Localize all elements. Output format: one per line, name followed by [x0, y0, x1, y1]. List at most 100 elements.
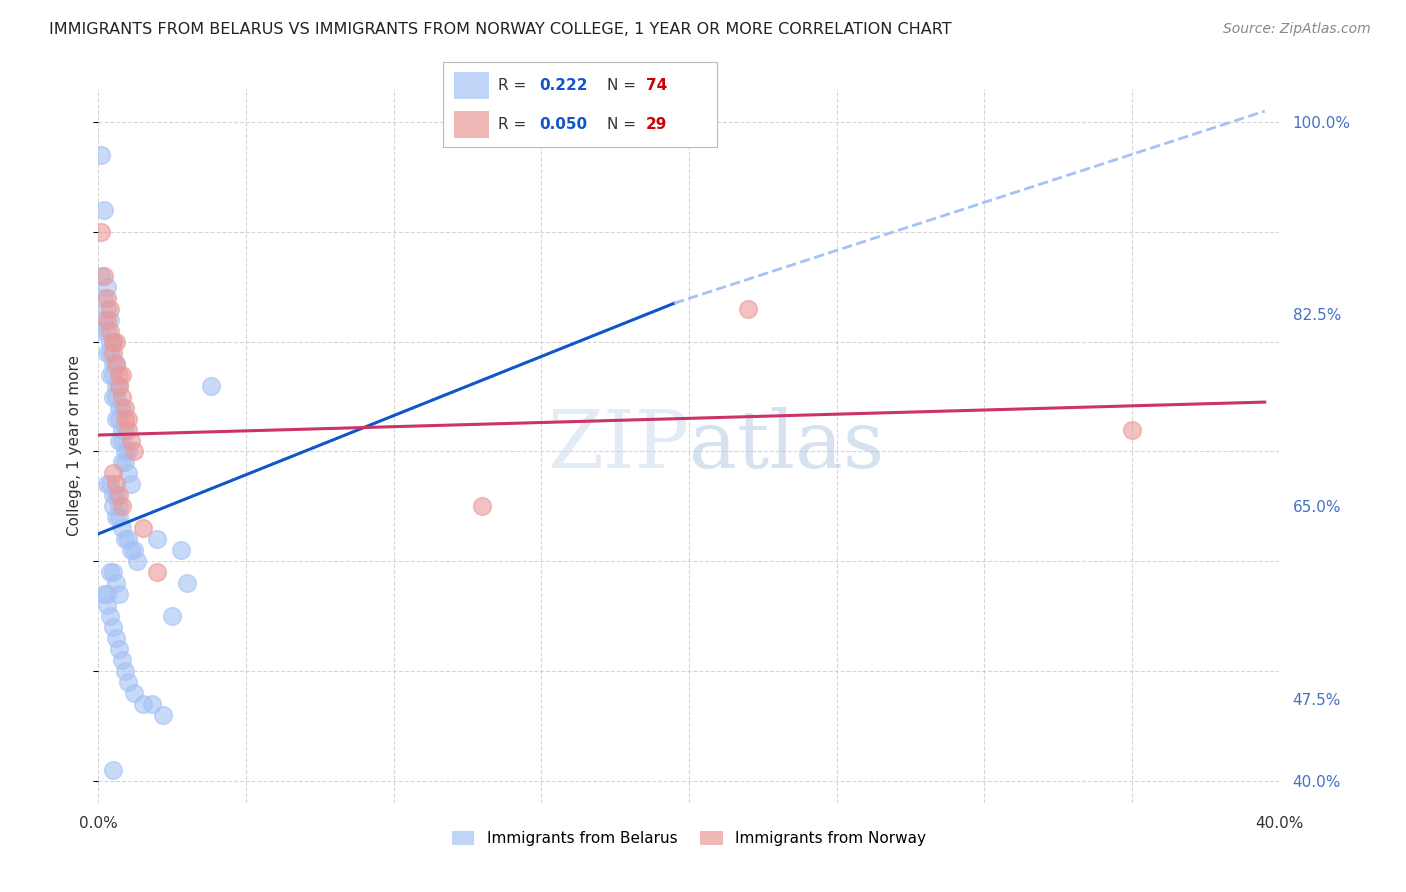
Point: [120, 434, 142, 448]
Text: 0.222: 0.222: [538, 78, 588, 93]
Point: [111, 434, 134, 448]
Point: [108, 488, 131, 502]
Point: [111, 653, 134, 667]
Text: Source: ZipAtlas.com: Source: ZipAtlas.com: [1223, 22, 1371, 37]
Point: [132, 521, 155, 535]
Point: [120, 543, 142, 558]
Point: [122, 444, 145, 458]
Bar: [454, 111, 489, 138]
Point: [132, 697, 155, 711]
Point: [105, 488, 128, 502]
Point: [103, 763, 125, 777]
Point: [105, 576, 128, 591]
Point: [96, 301, 118, 316]
Point: [103, 467, 125, 481]
Point: [152, 708, 174, 723]
Point: [103, 334, 125, 349]
Text: R =: R =: [498, 117, 531, 132]
Point: [141, 697, 163, 711]
Point: [108, 500, 131, 514]
Point: [114, 444, 136, 458]
Point: [117, 423, 139, 437]
Point: [117, 411, 139, 425]
Point: [98, 368, 121, 382]
Point: [108, 378, 131, 392]
Point: [125, 554, 148, 568]
Point: [96, 477, 118, 491]
Point: [93, 268, 115, 283]
Point: [98, 312, 121, 326]
Point: [98, 334, 121, 349]
Text: R =: R =: [498, 78, 531, 93]
Point: [98, 477, 121, 491]
Point: [105, 357, 128, 371]
Point: [176, 576, 198, 591]
Point: [105, 477, 128, 491]
Point: [146, 533, 169, 547]
Point: [103, 566, 125, 580]
Point: [96, 598, 118, 612]
Point: [90, 268, 112, 283]
Point: [90, 225, 112, 239]
Point: [117, 533, 139, 547]
Point: [103, 620, 125, 634]
Point: [93, 312, 115, 326]
Bar: [454, 71, 489, 99]
Point: [105, 510, 128, 524]
Point: [108, 411, 131, 425]
Point: [114, 423, 136, 437]
Point: [117, 675, 139, 690]
Point: [111, 423, 134, 437]
Point: [122, 686, 145, 700]
Point: [96, 280, 118, 294]
Point: [105, 334, 128, 349]
Point: [96, 345, 118, 359]
Point: [122, 543, 145, 558]
Point: [96, 312, 118, 326]
Point: [105, 378, 128, 392]
Point: [111, 500, 134, 514]
Point: [114, 455, 136, 469]
Point: [105, 631, 128, 645]
Point: [96, 324, 118, 338]
Point: [103, 488, 125, 502]
Point: [103, 345, 125, 359]
Point: [93, 587, 115, 601]
Text: N =: N =: [607, 78, 641, 93]
Point: [93, 202, 115, 217]
Point: [111, 455, 134, 469]
Point: [98, 324, 121, 338]
Point: [103, 334, 125, 349]
Point: [108, 434, 131, 448]
Point: [120, 477, 142, 491]
Point: [103, 357, 125, 371]
Y-axis label: College, 1 year or more: College, 1 year or more: [67, 356, 83, 536]
Point: [105, 390, 128, 404]
Point: [98, 301, 121, 316]
Point: [108, 401, 131, 415]
Point: [108, 642, 131, 657]
Point: [111, 401, 134, 415]
Point: [114, 411, 136, 425]
Point: [111, 521, 134, 535]
Point: [114, 533, 136, 547]
Point: [108, 587, 131, 601]
Point: [200, 378, 222, 392]
Point: [103, 500, 125, 514]
Point: [105, 411, 128, 425]
Point: [170, 543, 193, 558]
Point: [90, 148, 112, 162]
Text: 29: 29: [645, 117, 668, 132]
Point: [737, 301, 759, 316]
Text: ZIP: ZIP: [547, 407, 689, 485]
Point: [98, 345, 121, 359]
Text: 74: 74: [645, 78, 666, 93]
Point: [98, 609, 121, 624]
Text: 0.050: 0.050: [538, 117, 586, 132]
Point: [98, 566, 121, 580]
Point: [117, 444, 139, 458]
Point: [111, 390, 134, 404]
Point: [108, 378, 131, 392]
Point: [108, 368, 131, 382]
Point: [114, 664, 136, 678]
